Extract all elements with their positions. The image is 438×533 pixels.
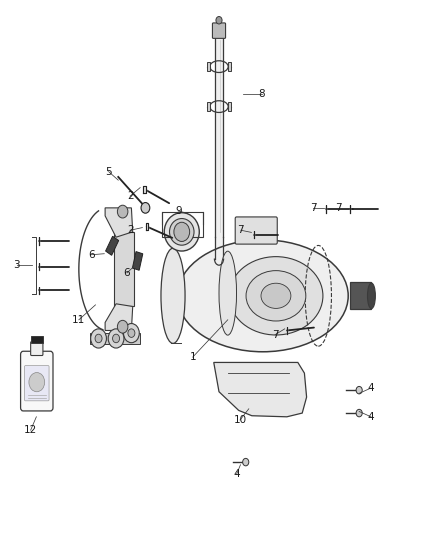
FancyBboxPatch shape (235, 217, 277, 244)
Text: 8: 8 (258, 90, 265, 99)
Ellipse shape (367, 283, 375, 309)
Ellipse shape (170, 219, 194, 245)
Bar (207, 102, 210, 111)
Text: 6: 6 (124, 268, 131, 278)
Polygon shape (215, 37, 223, 237)
Circle shape (91, 329, 106, 348)
Circle shape (174, 222, 190, 241)
Polygon shape (143, 186, 146, 192)
Polygon shape (105, 304, 133, 330)
Circle shape (243, 458, 249, 466)
Text: 1: 1 (189, 352, 196, 362)
Polygon shape (132, 252, 143, 270)
Polygon shape (90, 333, 140, 344)
Ellipse shape (177, 240, 348, 352)
Polygon shape (146, 223, 148, 230)
Text: 4: 4 (367, 383, 374, 393)
Circle shape (141, 203, 150, 213)
Text: 10: 10 (233, 415, 247, 425)
Polygon shape (286, 327, 287, 334)
Circle shape (108, 329, 124, 348)
Text: 7: 7 (310, 203, 317, 213)
Text: 7: 7 (272, 330, 279, 340)
Text: 11: 11 (72, 315, 85, 325)
Text: 4: 4 (367, 412, 374, 422)
Circle shape (216, 17, 222, 24)
Ellipse shape (164, 213, 199, 251)
Circle shape (356, 386, 362, 394)
Text: 7: 7 (335, 203, 342, 213)
FancyBboxPatch shape (212, 23, 226, 38)
Circle shape (124, 324, 139, 343)
Text: 3: 3 (13, 261, 20, 270)
FancyBboxPatch shape (25, 366, 49, 401)
Circle shape (128, 329, 135, 337)
Ellipse shape (246, 271, 306, 321)
Text: 7: 7 (237, 225, 244, 235)
Circle shape (356, 409, 362, 417)
Text: 2: 2 (127, 225, 134, 235)
Ellipse shape (261, 283, 291, 309)
FancyBboxPatch shape (31, 342, 43, 356)
Text: 2: 2 (127, 191, 134, 201)
Bar (31, 336, 43, 343)
FancyBboxPatch shape (21, 351, 53, 411)
Polygon shape (114, 232, 134, 306)
Text: 6: 6 (88, 250, 95, 260)
Polygon shape (106, 236, 119, 255)
Circle shape (113, 334, 120, 343)
Bar (228, 102, 231, 111)
Polygon shape (105, 208, 133, 237)
Circle shape (95, 334, 102, 343)
Polygon shape (215, 237, 223, 259)
Bar (350, 282, 371, 309)
Ellipse shape (219, 251, 237, 335)
Ellipse shape (161, 248, 185, 343)
Text: 4: 4 (233, 470, 240, 479)
Polygon shape (214, 362, 307, 417)
Ellipse shape (229, 257, 323, 335)
Text: 5: 5 (105, 167, 112, 176)
Bar (207, 62, 210, 71)
Text: 12: 12 (24, 425, 37, 435)
Circle shape (117, 205, 128, 218)
Text: 9: 9 (175, 206, 182, 216)
Circle shape (117, 320, 128, 333)
Circle shape (29, 373, 45, 392)
Bar (228, 62, 231, 71)
